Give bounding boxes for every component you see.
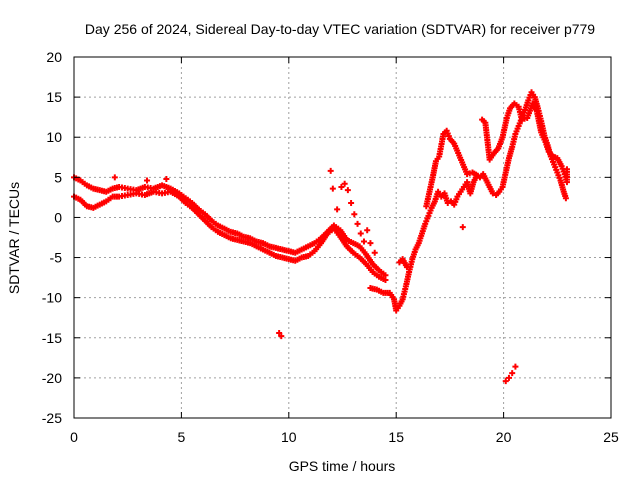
data-point xyxy=(459,224,466,231)
x-axis-title: GPS time / hours xyxy=(289,458,396,474)
x-tick-label: 20 xyxy=(496,429,512,445)
data-point xyxy=(144,177,151,184)
data-point xyxy=(357,230,364,237)
data-point xyxy=(341,180,348,187)
data-point xyxy=(371,249,378,256)
x-tick-label: 25 xyxy=(603,429,619,445)
x-tick-label: 5 xyxy=(178,429,186,445)
data-point xyxy=(338,183,345,190)
plot-frame xyxy=(73,56,612,419)
data-point xyxy=(382,277,389,284)
data-point xyxy=(360,238,367,245)
x-tick-label: 0 xyxy=(70,429,78,445)
y-tick-label: 0 xyxy=(54,209,62,225)
y-tick-label: -5 xyxy=(50,250,63,266)
chart-title: Day 256 of 2024, Sidereal Day-to-day VTE… xyxy=(85,21,595,37)
data-point xyxy=(403,264,410,271)
y-tick-label: 5 xyxy=(54,169,62,185)
data-point xyxy=(367,240,374,247)
data-point xyxy=(327,167,334,174)
y-tick-label: 15 xyxy=(46,89,62,105)
data-point xyxy=(348,200,355,207)
data-point xyxy=(111,174,118,181)
data-point xyxy=(562,195,569,202)
grid xyxy=(74,57,611,418)
data-point xyxy=(505,374,512,381)
data-points xyxy=(71,89,570,385)
data-point xyxy=(354,220,361,227)
y-tick-label: -15 xyxy=(42,330,62,346)
data-point xyxy=(502,378,509,385)
data-point xyxy=(276,329,283,336)
data-point xyxy=(329,185,336,192)
y-tick-label: -20 xyxy=(42,370,62,386)
data-point xyxy=(163,175,170,182)
y-tick-label: -25 xyxy=(42,410,62,426)
data-point xyxy=(334,206,341,213)
y-tick-label: 10 xyxy=(46,129,62,145)
x-tick-label: 10 xyxy=(281,429,297,445)
data-point xyxy=(344,187,351,194)
data-point xyxy=(512,363,519,370)
data-point xyxy=(351,211,358,218)
y-axis-title: SDTVAR / TECUs xyxy=(6,182,22,294)
x-tick-label: 15 xyxy=(388,429,404,445)
y-tick-label: 20 xyxy=(46,49,62,65)
data-point xyxy=(474,172,481,179)
axis-ticks: 0 5 10 15 20 25 -25 -20 -15 -10 -5 0 5 10 15 20 xyxy=(42,49,619,445)
data-point xyxy=(509,370,516,377)
data-point xyxy=(364,227,371,234)
data-point xyxy=(278,333,285,340)
y-tick-label: -10 xyxy=(42,290,62,306)
data-point xyxy=(563,166,570,173)
